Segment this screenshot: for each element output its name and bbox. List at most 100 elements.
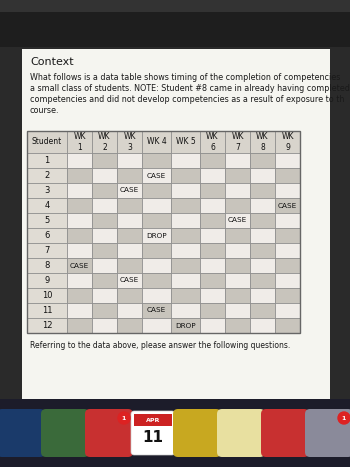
Text: 7: 7 xyxy=(44,246,50,255)
Bar xyxy=(117,131,142,153)
Bar xyxy=(250,228,275,243)
Bar xyxy=(275,168,300,183)
Bar xyxy=(27,213,67,228)
Text: WK
8: WK 8 xyxy=(256,132,269,152)
Bar xyxy=(142,131,171,153)
Bar xyxy=(171,288,200,303)
Bar xyxy=(92,183,117,198)
Text: DROP: DROP xyxy=(175,323,196,328)
Bar xyxy=(171,228,200,243)
Bar xyxy=(27,288,67,303)
Bar xyxy=(200,168,225,183)
Bar xyxy=(250,303,275,318)
Text: APR: APR xyxy=(146,417,160,423)
Bar xyxy=(275,258,300,273)
Bar xyxy=(330,49,350,399)
Text: 6: 6 xyxy=(44,231,50,240)
Bar xyxy=(250,213,275,228)
Bar xyxy=(200,243,225,258)
Bar xyxy=(142,183,171,198)
Bar xyxy=(27,243,67,258)
Text: 12: 12 xyxy=(42,321,52,330)
Bar xyxy=(171,243,200,258)
Bar xyxy=(275,303,300,318)
Bar xyxy=(117,318,142,333)
Text: CASE: CASE xyxy=(228,218,247,224)
Text: WK
6: WK 6 xyxy=(206,132,219,152)
Bar xyxy=(117,198,142,213)
Bar xyxy=(67,258,92,273)
Text: WK
9: WK 9 xyxy=(281,132,294,152)
Bar xyxy=(67,243,92,258)
Bar xyxy=(200,213,225,228)
Bar xyxy=(67,318,92,333)
Circle shape xyxy=(118,412,130,424)
Bar xyxy=(225,273,250,288)
Bar xyxy=(225,198,250,213)
Bar xyxy=(27,198,67,213)
Bar xyxy=(250,273,275,288)
Bar xyxy=(171,318,200,333)
Text: CASE: CASE xyxy=(120,187,139,193)
Bar xyxy=(275,318,300,333)
Bar xyxy=(250,183,275,198)
Bar xyxy=(225,288,250,303)
Bar xyxy=(0,0,350,12)
Bar xyxy=(92,258,117,273)
Bar xyxy=(225,243,250,258)
Bar xyxy=(250,153,275,168)
Text: CASE: CASE xyxy=(278,203,297,208)
Text: 1: 1 xyxy=(342,416,346,420)
Bar xyxy=(67,198,92,213)
Bar xyxy=(92,153,117,168)
Bar xyxy=(200,258,225,273)
Bar xyxy=(275,198,300,213)
Bar xyxy=(250,131,275,153)
Bar xyxy=(92,243,117,258)
Bar xyxy=(200,198,225,213)
Bar xyxy=(67,273,92,288)
Bar xyxy=(92,318,117,333)
Bar xyxy=(142,273,171,288)
Bar xyxy=(92,198,117,213)
Bar xyxy=(27,131,300,333)
Bar xyxy=(92,168,117,183)
Bar xyxy=(67,228,92,243)
Bar xyxy=(117,228,142,243)
Bar xyxy=(142,153,171,168)
Text: CASE: CASE xyxy=(120,277,139,283)
Bar xyxy=(142,288,171,303)
Bar xyxy=(275,183,300,198)
Bar xyxy=(142,303,171,318)
Bar xyxy=(117,288,142,303)
Bar xyxy=(250,198,275,213)
Text: 5: 5 xyxy=(44,216,50,225)
FancyBboxPatch shape xyxy=(173,409,221,457)
Bar xyxy=(27,183,67,198)
Bar xyxy=(27,153,67,168)
Bar xyxy=(275,131,300,153)
FancyBboxPatch shape xyxy=(0,409,45,457)
Bar xyxy=(250,243,275,258)
Bar xyxy=(225,213,250,228)
Text: CASE: CASE xyxy=(70,262,89,269)
Bar xyxy=(275,288,300,303)
Bar xyxy=(225,258,250,273)
FancyBboxPatch shape xyxy=(41,409,89,457)
Bar xyxy=(250,168,275,183)
Text: DROP: DROP xyxy=(146,233,167,239)
Bar xyxy=(171,303,200,318)
Bar xyxy=(200,303,225,318)
Text: 3: 3 xyxy=(44,186,50,195)
Bar xyxy=(117,303,142,318)
Bar xyxy=(200,228,225,243)
Bar xyxy=(250,288,275,303)
Bar xyxy=(171,213,200,228)
Bar xyxy=(171,273,200,288)
Text: 1: 1 xyxy=(44,156,50,165)
FancyBboxPatch shape xyxy=(305,409,350,457)
Bar xyxy=(117,213,142,228)
Bar xyxy=(225,168,250,183)
Bar xyxy=(275,243,300,258)
Bar xyxy=(27,228,67,243)
